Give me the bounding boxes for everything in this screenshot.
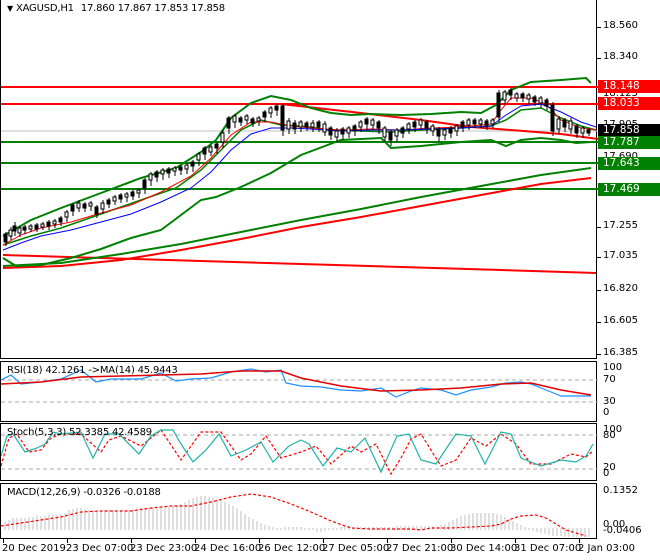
time-label: 23 Dec 23:00 (130, 543, 198, 554)
time-tick (579, 539, 580, 543)
stoch-plot (1, 429, 598, 476)
axis-tick (597, 58, 601, 59)
support-2-price-label: 17.643 (598, 157, 660, 170)
support-3-price-label: 17.469 (598, 183, 660, 196)
rsi-level-label: 30 (603, 396, 616, 407)
time-tick (259, 539, 260, 543)
symbol-timeframe: XAGUSD,H1 (15, 3, 74, 14)
time-tick (131, 539, 132, 543)
time-label: 30 Dec 14:00 (450, 543, 518, 554)
price-tick-label: 18.340 (603, 51, 638, 62)
price-tick-label: 16.820 (603, 283, 638, 294)
time-tick (515, 539, 516, 543)
price-tick-label: 16.385 (603, 347, 638, 358)
price-tick-label-hidden: 18.125 (603, 88, 638, 99)
macd-level-label: -0.0406 (603, 525, 642, 536)
axis-tick (597, 227, 601, 228)
stoch-level-label: 100 (603, 424, 623, 435)
time-tick (451, 539, 452, 543)
time-tick (323, 539, 324, 543)
support-1-price-label: 17.787 (598, 136, 660, 149)
time-label: 23 Dec 07:00 (66, 543, 134, 554)
rsi-indicator-panel[interactable]: RSI(18) 42.1261 ->MA(14) 45.9443 (0, 361, 598, 422)
stoch-level-label: 0 (603, 468, 610, 479)
axis-tick (597, 257, 601, 258)
time-label: 31 Dec 07:00 (514, 543, 582, 554)
macd-plot (1, 493, 590, 537)
macd-level-label: 0.1352 (603, 485, 638, 496)
rsi-level-label: 100 (603, 362, 623, 373)
rsi-plot (1, 368, 598, 403)
macd-title: MACD(12,26,9) -0.0326 -0.0188 (7, 487, 161, 498)
rsi-title: RSI(18) 42.1261 ->MA(14) 45.9443 (7, 365, 178, 376)
axis-tick (597, 290, 601, 291)
axis-tick (597, 354, 601, 355)
resistance-2-price-label: 18.033 (598, 97, 660, 110)
stoch-level-label: 80 (603, 430, 616, 441)
price-tick-label-hidden: 17.690 (603, 151, 638, 162)
axis-tick (597, 322, 601, 323)
price-tick-label: 17.035 (603, 250, 638, 261)
axis-tick (597, 27, 601, 28)
collapse-triangle-icon[interactable]: ▼ (7, 4, 13, 13)
rsi-level-label: 0 (603, 407, 610, 418)
time-label: 2 Jan 03:00 (578, 543, 635, 554)
time-label: 27 Dec 21:00 (386, 543, 454, 554)
price-tick-label: 16.605 (603, 315, 638, 326)
stoch-title: Stoch(5,3,3) 52.3385 42.4589 (7, 427, 152, 438)
time-tick (67, 539, 68, 543)
time-label: 24 Dec 16:00 (194, 543, 262, 554)
current-price-label: 17.858 (598, 124, 660, 137)
price-plot (1, 76, 598, 274)
price-tick-label: 18.560 (603, 20, 638, 31)
ohlc-values: 17.860 17.867 17.853 17.858 (80, 3, 225, 14)
macd-indicator-panel[interactable]: MACD(12,26,9) -0.0326 -0.0188 (0, 483, 597, 539)
resistance-1-price-label: 18.148 (598, 80, 660, 93)
price-tick-label: 17.255 (603, 220, 638, 231)
time-tick (195, 539, 196, 543)
stoch-level-label: 20 (603, 462, 616, 473)
time-label: 20 Dec 2019 (2, 543, 66, 554)
time-tick (3, 539, 4, 543)
rsi-level-label: 70 (603, 374, 616, 385)
macd-level-label: 0.00 (603, 519, 626, 530)
main-price-chart[interactable]: ▼ XAGUSD,H1 17.860 17.867 17.853 17.858 (0, 0, 598, 359)
chart-title: ▼ XAGUSD,H1 17.860 17.867 17.853 17.858 (7, 3, 225, 14)
time-label: 27 Dec 05:00 (322, 543, 390, 554)
time-label: 26 Dec 12:00 (258, 543, 326, 554)
stochastic-indicator-panel[interactable]: Stoch(5,3,3) 52.3385 42.4589 (0, 423, 598, 481)
time-tick (387, 539, 388, 543)
